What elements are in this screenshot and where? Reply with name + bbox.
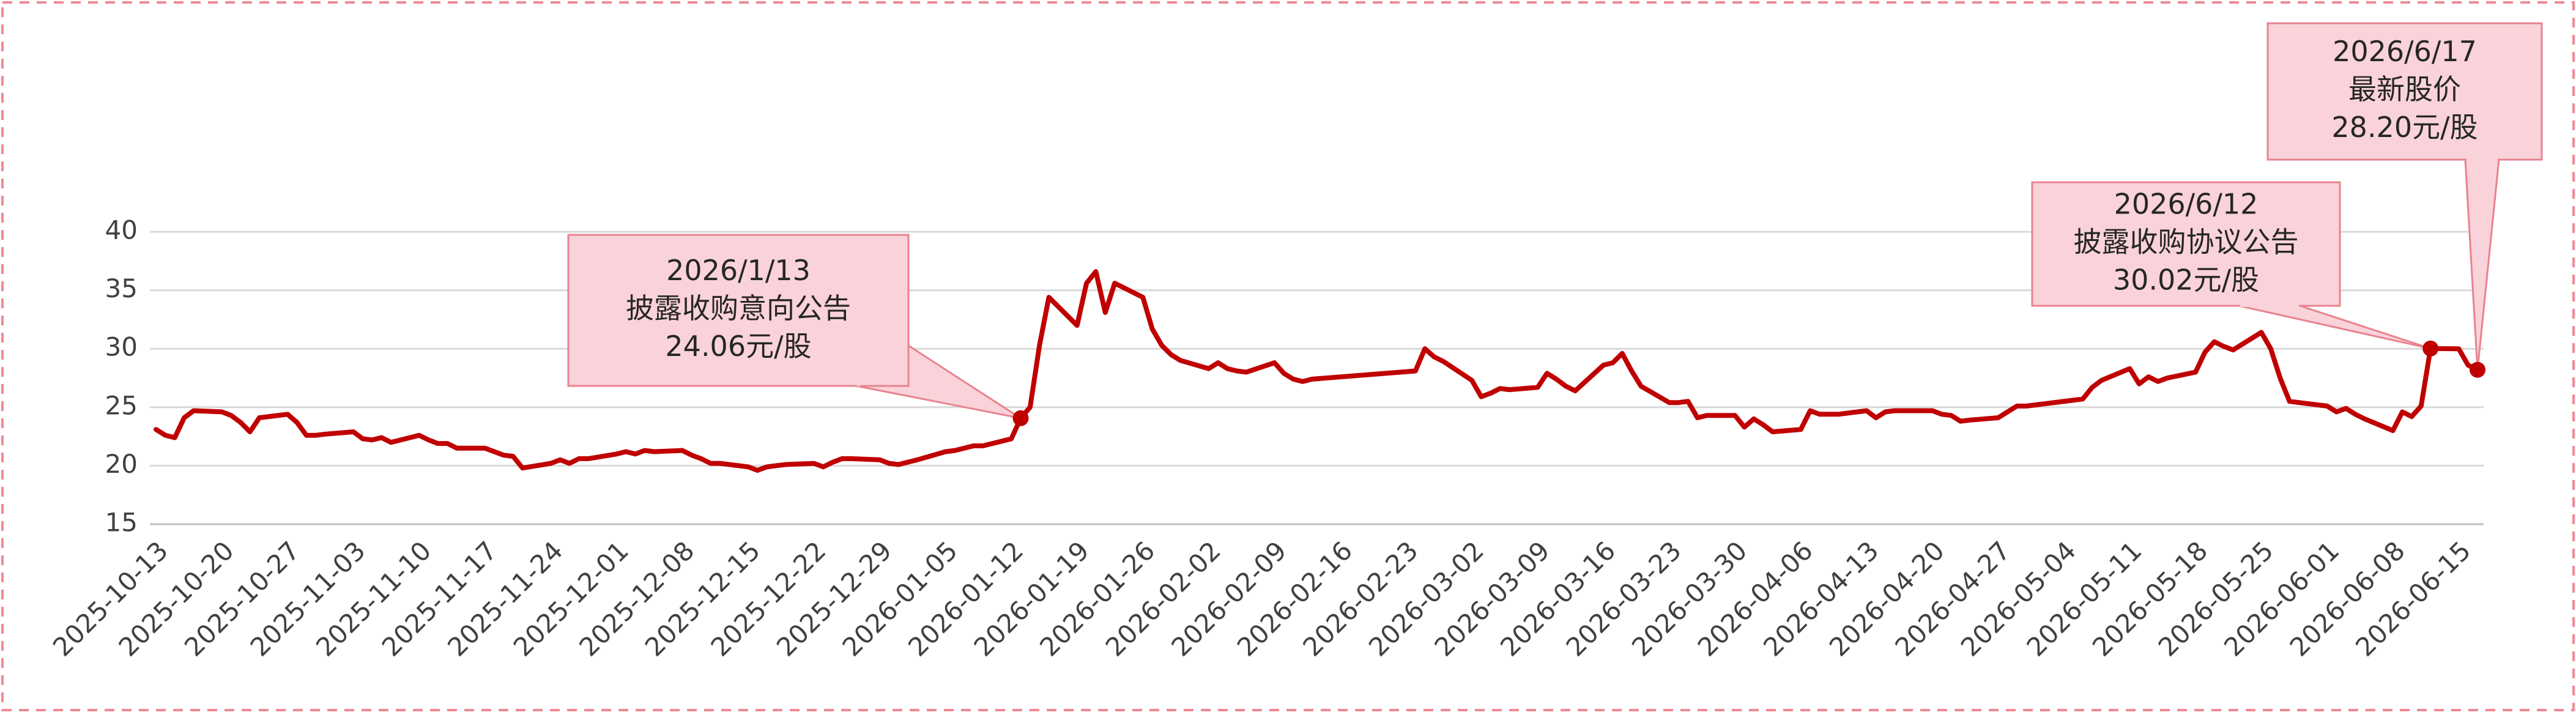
annotation-box (567, 234, 910, 387)
annotation-text: 2026/1/13 (666, 254, 811, 287)
x-tick-label: 2026-06-15 (2350, 535, 2476, 662)
annotation: 2026/6/12 披露收购协议公告 30.02元/股 (2031, 181, 2431, 350)
annotation-text: 30.02元/股 (2113, 264, 2259, 297)
y-tick-label: 30 (105, 332, 138, 362)
annotation-text: 最新股价 (2348, 73, 2461, 106)
y-tick-label: 15 (105, 508, 138, 538)
annotation-text: 28.20元/股 (2331, 111, 2478, 144)
event-marker (2470, 361, 2485, 378)
price-line (154, 269, 2480, 473)
annotation-text: 2026/6/17 (2333, 35, 2477, 68)
event-marker (2422, 340, 2439, 357)
pointer-cover (856, 344, 908, 387)
y-tick-label: 20 (105, 449, 138, 479)
annotation-box (2031, 181, 2341, 307)
annotation-text: 24.06元/股 (665, 330, 811, 363)
annotation-pointer (2464, 158, 2500, 370)
annotation: 2026/1/13 披露收购意向公告 24.06元/股 (567, 234, 1022, 420)
event-marker (1012, 410, 1029, 426)
annotation-text: 披露收购意向公告 (626, 292, 851, 325)
y-tick-label: 40 (105, 215, 138, 245)
y-tick-label: 35 (105, 273, 138, 303)
y-tick-label: 25 (105, 390, 138, 420)
annotation: 2026/6/17 最新股价 28.20元/股 (2266, 22, 2543, 370)
annotation-text: 披露收购协议公告 (2074, 226, 2299, 259)
annotation-box (2266, 22, 2543, 161)
annotation-text: 2026/6/12 (2114, 188, 2259, 221)
